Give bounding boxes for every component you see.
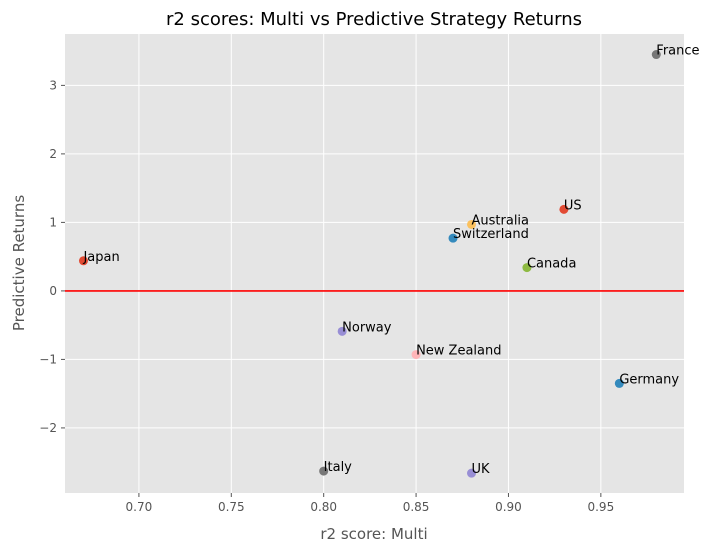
data-points: [78, 50, 661, 478]
data-point: [448, 233, 458, 243]
x-tick-label: 0.90: [495, 500, 522, 514]
point-label: France: [656, 44, 699, 59]
x-axis-label: r2 score: Multi: [320, 525, 427, 543]
data-point: [337, 326, 347, 336]
x-tick-label: 0.75: [218, 500, 245, 514]
point-label: Australia: [472, 213, 530, 228]
data-point: [467, 219, 477, 229]
point-label: Italy: [324, 460, 353, 475]
point-label: Germany: [619, 372, 679, 387]
y-tick-label: 0: [49, 284, 57, 298]
point-label: Japan: [82, 250, 119, 265]
point-label: Canada: [527, 257, 576, 272]
x-tick-labels: 0.70 0.75 0.80 0.85 0.90 0.95: [126, 493, 614, 514]
data-point: [614, 378, 624, 388]
y-tick-label: 2: [49, 147, 57, 161]
data-point: [559, 204, 569, 214]
x-tick-label: 0.95: [587, 500, 614, 514]
x-tick-label: 0.85: [403, 500, 430, 514]
data-point: [522, 263, 532, 273]
y-tick-label: 1: [49, 215, 57, 229]
data-point: [319, 466, 329, 476]
y-tick-label: 3: [49, 78, 57, 92]
plot-area: [65, 34, 684, 493]
data-point: [411, 350, 421, 360]
point-label: US: [564, 198, 582, 213]
y-tick-label: −2: [39, 421, 57, 435]
y-tick-labels: −2 −1 0 1 2 3: [39, 78, 65, 435]
x-tick-label: 0.70: [126, 500, 153, 514]
chart-title: r2 scores: Multi vs Predictive Strategy …: [166, 9, 582, 30]
x-tick-label: 0.80: [310, 500, 337, 514]
y-tick-label: −1: [39, 352, 57, 366]
data-point: [651, 50, 661, 60]
point-label: Norway: [342, 320, 392, 335]
data-point: [78, 256, 88, 266]
data-point: [467, 468, 477, 478]
point-label: UK: [472, 462, 491, 477]
point-label: Switzerland: [453, 227, 529, 242]
point-label: New Zealand: [416, 344, 501, 359]
y-axis-label: Predictive Returns: [10, 195, 28, 331]
